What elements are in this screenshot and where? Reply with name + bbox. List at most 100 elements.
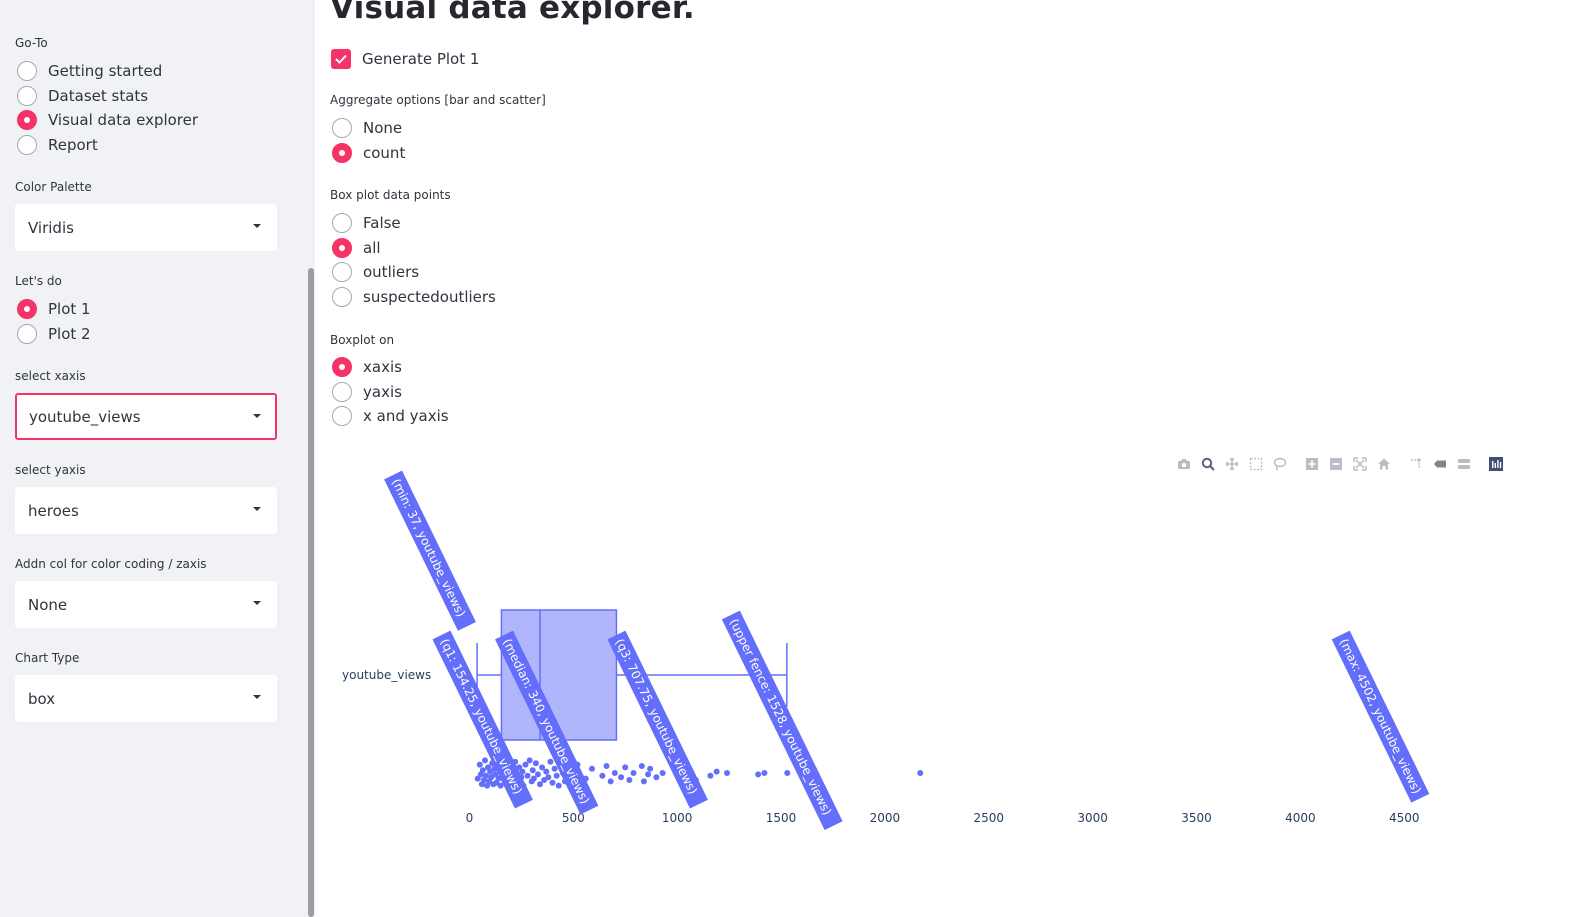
data-points <box>474 757 1408 789</box>
charttype-select[interactable]: box <box>15 675 277 722</box>
radio-selected-icon <box>17 110 37 131</box>
plotly-logo-icon[interactable] <box>1484 455 1508 473</box>
box-select-icon[interactable] <box>1244 455 1268 473</box>
boxpoints-option-3[interactable]: suspectedoutliers <box>332 286 496 308</box>
chevron-down-icon <box>253 695 261 699</box>
boxon-option-0[interactable]: xaxis <box>332 356 402 378</box>
hover-label-text: (min: 37, youtube_views) <box>389 476 468 619</box>
goto-option-2[interactable]: Visual data explorer <box>17 109 198 131</box>
sidebar-scrollbar[interactable] <box>308 268 314 917</box>
generate-plot-checkbox[interactable]: Generate Plot 1 <box>331 49 479 69</box>
boxon-option-label: yaxis <box>363 382 402 401</box>
data-point <box>659 770 666 776</box>
palette-value: Viridis <box>28 218 74 237</box>
zoom-out-icon[interactable] <box>1324 455 1348 473</box>
zoom-in-icon[interactable] <box>1300 455 1324 473</box>
spike-lines-icon[interactable] <box>1404 455 1428 473</box>
goto-option-label: Report <box>48 136 98 155</box>
addn-label: Addn col for color coding / zaxis <box>15 557 207 571</box>
hover-label-text: (q3: 707.75, youtube_views) <box>612 636 700 796</box>
data-point <box>638 763 645 769</box>
data-point <box>519 768 526 775</box>
boxon-option-1[interactable]: yaxis <box>332 381 402 403</box>
aggregate-option-0[interactable]: None <box>332 117 402 139</box>
radio-selected-icon <box>332 357 352 377</box>
boxpoints-option-label: outliers <box>363 263 420 282</box>
x-axis-ticks: 0 500 1000 1500 2000 2500 3000 3500 4000 4500 <box>466 811 1420 825</box>
camera-icon[interactable] <box>1172 455 1196 473</box>
zoom-icon[interactable] <box>1196 455 1220 473</box>
letsdo-label: Let's do <box>15 274 62 288</box>
data-point <box>474 775 481 782</box>
xaxis-select[interactable]: youtube_views <box>15 393 277 440</box>
data-point <box>492 771 499 778</box>
data-point <box>534 771 541 778</box>
radio-unselected-icon <box>332 287 352 308</box>
hover-label-bg <box>607 630 708 809</box>
y-category-label: youtube_views <box>342 668 431 682</box>
goto-option-0[interactable]: Getting started <box>17 60 162 82</box>
hover-label-text: (upper fence: 1528, youtube_views) <box>727 616 835 817</box>
yaxis-select[interactable]: heroes <box>15 487 277 534</box>
data-point <box>539 764 546 771</box>
data-point <box>483 772 490 779</box>
data-point <box>755 771 762 778</box>
hover-closest-icon[interactable] <box>1428 455 1452 473</box>
radio-unselected-icon <box>17 323 37 344</box>
data-point <box>707 772 714 779</box>
radio-unselected-icon <box>332 406 352 427</box>
goto-option-1[interactable]: Dataset stats <box>17 85 148 107</box>
page-title: Visual data explorer. <box>330 0 695 26</box>
data-point <box>476 761 483 768</box>
hover-label-text: (max: 4502, youtube_views) <box>1337 636 1424 796</box>
data-point <box>626 777 633 783</box>
radio-unselected-icon <box>332 213 352 233</box>
chevron-down-icon <box>253 601 261 605</box>
palette-select[interactable]: Viridis <box>15 204 277 251</box>
boxpoints-option-2[interactable]: outliers <box>332 261 419 283</box>
x-tick-label: 500 <box>562 811 585 825</box>
data-point <box>588 765 595 772</box>
addn-select[interactable]: None <box>15 581 277 628</box>
hover-compare-icon[interactable] <box>1452 455 1476 473</box>
aggregate-label: Aggregate options [bar and scatter] <box>330 93 546 107</box>
chevron-down-icon <box>253 414 261 418</box>
pan-icon[interactable] <box>1220 455 1244 473</box>
data-point <box>607 778 614 785</box>
yaxis-label: select yaxis <box>15 463 86 477</box>
data-point <box>479 767 486 774</box>
data-point <box>761 770 768 776</box>
letsdo-option-1[interactable]: Plot 2 <box>17 323 91 345</box>
letsdo-option-0[interactable]: Plot 1 <box>17 298 91 320</box>
radio-unselected-icon <box>332 118 352 138</box>
boxpoints-option-0[interactable]: False <box>332 212 401 234</box>
x-tick-label: 4500 <box>1389 811 1420 825</box>
addn-value: None <box>28 595 68 614</box>
data-point <box>553 772 560 779</box>
goto-option-3[interactable]: Report <box>17 134 98 156</box>
boxon-option-2[interactable]: x and yaxis <box>332 405 449 427</box>
data-point <box>497 782 504 789</box>
aggregate-option-label: None <box>363 119 403 137</box>
charttype-label: Chart Type <box>15 651 80 665</box>
data-point <box>645 771 652 778</box>
autoscale-icon[interactable] <box>1348 455 1372 473</box>
boxpoints-option-1[interactable]: all <box>332 237 381 259</box>
aggregate-option-1[interactable]: count <box>332 142 405 164</box>
x-tick-label: 3500 <box>1181 811 1212 825</box>
plot-modebar <box>1172 455 1508 473</box>
radio-selected-icon <box>332 142 352 163</box>
lasso-icon[interactable] <box>1268 455 1292 473</box>
xaxis-value: youtube_views <box>29 407 141 426</box>
data-point <box>532 760 539 767</box>
data-point <box>537 781 544 788</box>
hover-label: (upper fence: 1528, youtube_views) <box>721 610 843 831</box>
x-tick-label: 2500 <box>974 811 1005 825</box>
hover-label-bg <box>721 610 843 831</box>
boxon-label: Boxplot on <box>330 333 395 347</box>
data-point <box>555 782 562 789</box>
reset-axes-icon[interactable] <box>1372 455 1396 473</box>
data-point <box>524 772 531 779</box>
box-plot[interactable]: 0 500 1000 1500 2000 2500 3000 3500 4000 4500 you… <box>320 440 1590 880</box>
x-tick-label: 3000 <box>1077 811 1108 825</box>
